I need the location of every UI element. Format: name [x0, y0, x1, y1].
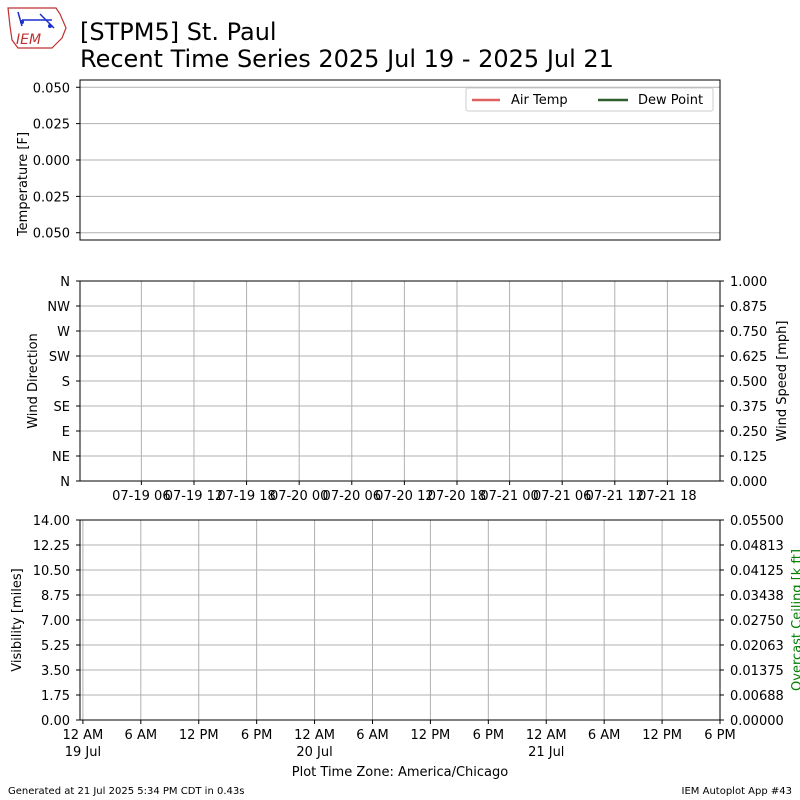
wind-speed-label: Wind Speed [mph]: [775, 321, 790, 442]
visibility-panel: 14.0012.2510.508.757.005.253.501.750.00 …: [10, 514, 800, 780]
wind-x-tick-label: 07-21 06: [533, 489, 591, 504]
wind-x-tick-label: 07-20 00: [270, 489, 328, 504]
wind-speed-tick-label: 1.000: [730, 275, 767, 290]
chart-title: [STPM5] St. Paul: [80, 18, 277, 46]
visibility-x-tick-label: 6 AM: [125, 728, 158, 743]
wind-direction-tick-label: S: [62, 375, 70, 390]
wind-speed-tick-label: 0.625: [730, 350, 767, 365]
ceiling-tick-label: 0.00000: [730, 714, 784, 729]
wind-speed-tick-label: 0.375: [730, 400, 767, 415]
wind-direction-tick-label: N: [60, 275, 70, 290]
visibility-x-tick-label: 12 PM: [179, 728, 219, 743]
x-axis-label: Plot Time Zone: America/Chicago: [292, 765, 508, 780]
chart-subtitle: Recent Time Series 2025 Jul 19 - 2025 Ju…: [80, 45, 614, 73]
wind-speed-tick-label: 0.250: [730, 425, 767, 440]
visibility-tick-label: 10.50: [33, 564, 70, 579]
wind-speed-tick-label: 0.000: [730, 475, 767, 490]
wind-grid: [80, 280, 720, 482]
legend-frame: [465, 87, 714, 112]
temperature-y-ticks: 0.050 0.025 0.000 0.025 0.050: [33, 81, 80, 242]
temperature-grid: [80, 86, 720, 234]
visibility-x-tick-label: 12 PM: [642, 728, 682, 743]
iem-logo: IEM: [7, 7, 67, 49]
visibility-x-tick-label: 12 PM: [411, 728, 451, 743]
wind-direction-tick-label: W: [57, 325, 70, 340]
wind-x-tick-label: 07-21 00: [480, 489, 538, 504]
legend-dew-point-label: Dew Point: [638, 93, 703, 108]
ceiling-tick-label: 0.02063: [730, 639, 784, 654]
wind-x-tick-label: 07-19 12: [165, 489, 223, 504]
ceiling-tick-label: 0.04813: [730, 539, 784, 554]
wind-x-tick-label: 07-20 06: [323, 489, 381, 504]
wind-direction-tick-label: NW: [47, 300, 70, 315]
wind-direction-tick-label: NE: [52, 450, 70, 465]
visibility-x-day-label: 21 Jul: [528, 745, 564, 760]
ceiling-tick-label: 0.00688: [730, 689, 784, 704]
legend: Air Temp Dew Point: [465, 87, 714, 112]
visibility-tick-label: 14.00: [33, 514, 70, 529]
ceiling-tick-label: 0.04125: [730, 564, 784, 579]
ceiling-label: Overcast Ceiling [k ft]: [790, 549, 800, 691]
logo-text: IEM: [16, 32, 41, 48]
visibility-ticks: 14.00 12.25 10.50 8.75 7.00 5.25 3.50 1.75 0.00: [33, 514, 80, 729]
wind-speed-tick-label: 0.500: [730, 375, 767, 390]
visibility-x-tick-label: 6 AM: [356, 728, 389, 743]
wind-x-tick-label: 07-20 12: [375, 489, 433, 504]
temperature-panel: 0.050 0.025 0.000 0.025 0.050 Temperature [F…: [16, 79, 721, 242]
visibility-tick-label: 8.75: [41, 589, 70, 604]
wind-speed-ticks: 1.000 0.875 0.750 0.625 0.500 0.375 0.250 0.125…: [720, 275, 767, 490]
visibility-label: Visibility [miles]: [10, 568, 25, 671]
visibility-x-tick-label: 12 AM: [526, 728, 567, 743]
wind-direction-tick-label: SW: [49, 350, 70, 365]
visibility-tick-label: 7.00: [41, 614, 70, 629]
wind-panel: N NW W SW S SE E NE N 1.000 0.875 0.750 0.625 0.500 0…: [26, 275, 790, 504]
visibility-x-day-label: 20 Jul: [296, 745, 332, 760]
visibility-tick-label: 12.25: [33, 539, 70, 554]
temperature-tick-label: 0.000: [33, 154, 70, 169]
visibility-x-tick-label: 6 PM: [473, 728, 504, 743]
visibility-x-ticks: 12 AM 6 AM 12 PM 6 PM 12 AM 6 AM 12 PM 6 PM 12 A…: [62, 720, 736, 760]
visibility-x-tick-label: 6 PM: [704, 728, 735, 743]
visibility-x-day-label: 19 Jul: [65, 745, 101, 760]
wind-speed-tick-label: 0.125: [730, 450, 767, 465]
wind-speed-tick-label: 0.875: [730, 300, 767, 315]
temperature-y-label: Temperature [F]: [16, 132, 31, 237]
wind-x-tick-label: 07-20 18: [428, 489, 486, 504]
visibility-tick-label: 0.00: [41, 714, 70, 729]
ceiling-tick-label: 0.02750: [730, 614, 784, 629]
ceiling-tick-label: 0.01375: [730, 664, 784, 679]
temperature-tick-label: 0.025: [33, 118, 70, 133]
temperature-tick-label: 0.050: [33, 81, 70, 96]
wind-x-tick-label: 07-21 18: [638, 489, 696, 504]
visibility-tick-label: 5.25: [41, 639, 70, 654]
legend-air-temp-label: Air Temp: [511, 93, 568, 108]
ceiling-tick-label: 0.03438: [730, 589, 784, 604]
ceiling-ticks: 0.05500 0.04813 0.04125 0.03438 0.02750 0.020…: [720, 514, 784, 729]
wind-x-tick-label: 07-19 18: [217, 489, 275, 504]
app-id: IEM Autoplot App #43: [682, 786, 792, 797]
wind-direction-tick-label: E: [62, 425, 70, 440]
visibility-x-tick-label: 6 AM: [588, 728, 621, 743]
wind-x-tick-label: 07-21 12: [586, 489, 644, 504]
visibility-x-tick-label: 12 AM: [294, 728, 335, 743]
visibility-x-tick-label: 6 PM: [241, 728, 272, 743]
wind-direction-ticks: N NW W SW S SE E NE N: [47, 275, 80, 490]
generated-timestamp: Generated at 21 Jul 2025 5:34 PM CDT in …: [8, 786, 244, 797]
visibility-x-tick-label: 12 AM: [62, 728, 103, 743]
visibility-tick-label: 1.75: [41, 689, 70, 704]
ceiling-tick-label: 0.05500: [730, 514, 784, 529]
temperature-tick-label: 0.050: [33, 227, 70, 242]
wind-direction-tick-label: SE: [54, 400, 70, 415]
visibility-grid: [80, 519, 721, 721]
wind-direction-tick-label: N: [60, 475, 70, 490]
wind-speed-tick-label: 0.750: [730, 325, 767, 340]
visibility-tick-label: 3.50: [41, 664, 70, 679]
temperature-tick-label: 0.025: [33, 190, 70, 205]
wind-direction-label: Wind Direction: [26, 333, 41, 429]
wind-x-tick-label: 07-19 06: [112, 489, 170, 504]
